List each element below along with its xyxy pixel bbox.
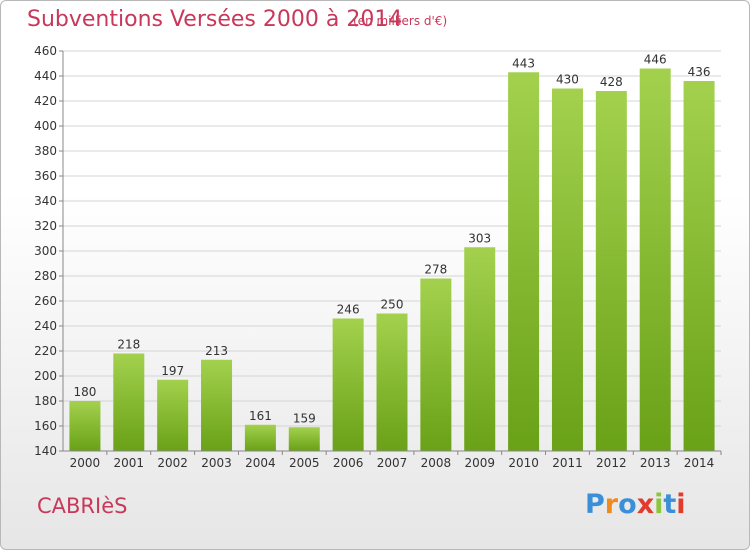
x-axis: 2000 2001 2002 2003 2004 2005 2006 2007 2008 2009… <box>63 450 722 470</box>
y-tick-label: 400 <box>34 119 57 133</box>
bar <box>288 427 320 451</box>
data-label: 161 <box>249 409 272 423</box>
bar <box>157 379 189 451</box>
y-tick-label: 160 <box>34 419 57 433</box>
data-label: 446 <box>644 53 667 67</box>
bar <box>464 247 496 451</box>
y-tick-label: 200 <box>34 369 57 383</box>
y-tick-label: 280 <box>34 269 57 283</box>
bar <box>376 313 408 451</box>
logo-letter: r <box>604 489 619 520</box>
place-name: CABRIèS <box>37 494 128 518</box>
data-label: 197 <box>161 364 184 378</box>
data-label: 278 <box>424 263 447 277</box>
y-axis: 140 160 180 200 220 240 260 280 300 320 340 360 380 4… <box>34 44 64 458</box>
data-label: 250 <box>381 298 404 312</box>
y-tick-label: 240 <box>34 319 57 333</box>
logo-letter: t <box>663 489 677 520</box>
x-tick-label: 2010 <box>508 456 539 470</box>
logo-letter: i <box>676 489 686 520</box>
x-tick-label: 2014 <box>684 456 715 470</box>
y-tick-label: 320 <box>34 219 57 233</box>
y-tick-label: 420 <box>34 94 57 108</box>
bar <box>244 424 276 451</box>
bar <box>332 318 364 451</box>
x-tick-label: 2002 <box>157 456 188 470</box>
bars <box>69 68 715 451</box>
y-tick-label: 220 <box>34 344 57 358</box>
x-tick-label: 2005 <box>289 456 320 470</box>
y-tick-label: 340 <box>34 194 57 208</box>
x-tick-label: 2001 <box>114 456 145 470</box>
data-label: 430 <box>556 73 579 87</box>
x-tick-label: 2013 <box>640 456 671 470</box>
y-tick-label: 260 <box>34 294 57 308</box>
x-tick-label: 2006 <box>333 456 364 470</box>
x-tick-label: 2003 <box>201 456 232 470</box>
y-tick-label: 360 <box>34 169 57 183</box>
x-tick-label: 2004 <box>245 456 276 470</box>
data-label: 180 <box>73 385 96 399</box>
bar <box>69 401 101 451</box>
chart-title: Subventions Versées 2000 à 2014 <box>27 7 403 32</box>
x-tick-label: 2000 <box>70 456 101 470</box>
data-label: 159 <box>293 411 316 425</box>
bar <box>639 68 671 451</box>
x-tick-label: 2008 <box>421 456 452 470</box>
bar <box>113 353 145 451</box>
logo-letter: o <box>618 489 637 520</box>
proxiti-logo: Proxiti <box>585 489 686 520</box>
bar <box>201 359 233 451</box>
logo-letter: x <box>636 489 655 520</box>
data-label: 303 <box>468 231 491 245</box>
y-tick-label: 440 <box>34 69 57 83</box>
data-label: 443 <box>512 56 535 70</box>
bar <box>508 72 540 451</box>
bar <box>420 278 452 451</box>
y-tick-label: 300 <box>34 244 57 258</box>
x-tick-label: 2007 <box>377 456 408 470</box>
y-tick-label: 180 <box>34 394 57 408</box>
bar <box>595 91 627 451</box>
data-label: 246 <box>337 303 360 317</box>
x-tick-label: 2012 <box>596 456 627 470</box>
bar <box>683 81 715 451</box>
data-label: 428 <box>600 75 623 89</box>
logo-letter: i <box>654 489 664 520</box>
chart-unit: (en milliers d'€) <box>353 14 448 28</box>
logo-letter: P <box>585 489 605 520</box>
data-label: 213 <box>205 344 228 358</box>
y-tick-label: 460 <box>34 44 57 58</box>
y-tick-label: 140 <box>34 444 57 458</box>
y-tick-label: 380 <box>34 144 57 158</box>
data-labels: 180 218 197 213 161 159 246 250 278 303 443 430 428 4… <box>73 53 710 426</box>
data-label: 436 <box>688 65 711 79</box>
bar <box>551 88 583 451</box>
x-tick-label: 2011 <box>552 456 583 470</box>
x-tick-label: 2009 <box>464 456 495 470</box>
data-label: 218 <box>117 338 140 352</box>
